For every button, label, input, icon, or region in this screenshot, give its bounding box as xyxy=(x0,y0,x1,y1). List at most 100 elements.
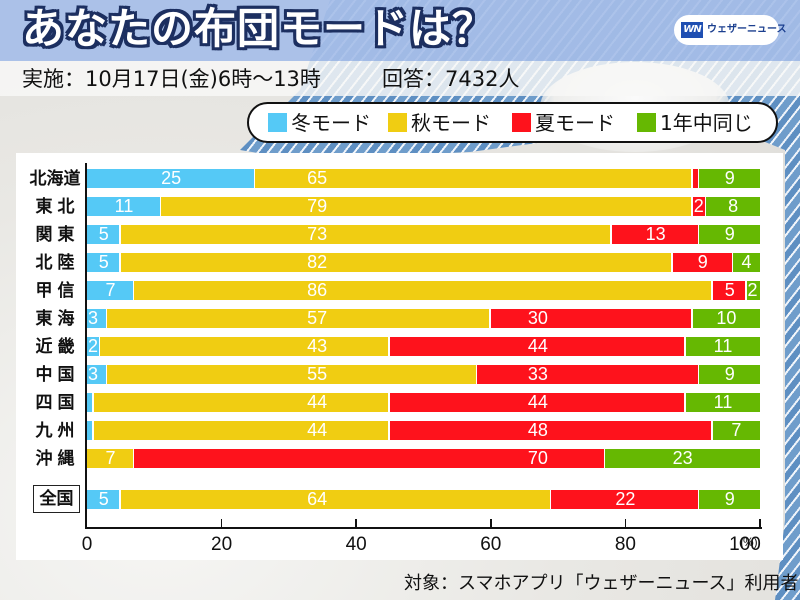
data-label-autumn: 44 xyxy=(307,392,328,412)
row-label: 北海道 xyxy=(29,169,81,189)
bar-segment-summer xyxy=(389,337,685,356)
bar-segment-summer xyxy=(672,253,732,272)
bar-segment-all-year xyxy=(685,337,760,356)
bar-segment-autumn xyxy=(100,337,389,356)
bar-segment-all-year xyxy=(706,197,760,216)
bar-segment-all-year xyxy=(746,281,760,300)
bar-segment-all-year xyxy=(685,393,760,412)
bar-segment-winter xyxy=(87,393,93,412)
bar-segment-all-year xyxy=(699,225,760,244)
data-label-all-year: 9 xyxy=(724,364,735,384)
bar-segment-winter xyxy=(87,337,99,356)
x-tick xyxy=(355,519,357,528)
bar-segment-winter xyxy=(87,421,93,440)
data-label-autumn: 44 xyxy=(307,420,328,440)
bar-segment-all-year xyxy=(699,365,760,384)
bar-segment-winter xyxy=(87,225,120,244)
data-label-autumn: 7 xyxy=(105,448,116,468)
bar-segment-autumn xyxy=(93,393,389,412)
data-label-summer: 33 xyxy=(527,364,548,384)
row-label: 関東 xyxy=(35,225,80,245)
legend-label: 1年中同じ xyxy=(660,111,753,135)
row-label-national: 全国 xyxy=(33,485,80,513)
bar-segment-all-year xyxy=(733,253,760,272)
data-label-all-year: 7 xyxy=(731,420,742,440)
legend-swatch-winter xyxy=(268,113,287,132)
data-label-autumn: 43 xyxy=(307,336,328,356)
bar-segment-all-year xyxy=(699,490,760,509)
row-label: 九州 xyxy=(35,421,80,441)
weathernews-logo-icon: WN xyxy=(681,22,703,38)
bar-segment-summer xyxy=(389,421,712,440)
data-label-winter: 5 xyxy=(98,252,109,272)
data-label-winter: 5 xyxy=(98,489,109,509)
bar-segment-summer xyxy=(389,393,685,412)
bar-segment-winter xyxy=(87,169,254,188)
data-label-autumn: 82 xyxy=(307,252,328,272)
response-count: 回答：7432人 xyxy=(382,67,520,91)
x-axis-unit: (%) xyxy=(739,535,758,549)
bar-segment-all-year xyxy=(712,421,760,440)
data-label-all-year: 11 xyxy=(713,392,733,412)
x-tick-label: 100 xyxy=(729,534,761,555)
data-label-all-year: 10 xyxy=(716,308,737,328)
bar-segment-autumn xyxy=(161,197,692,216)
x-axis-line xyxy=(85,527,762,529)
data-label-summer: 2 xyxy=(693,196,704,216)
bar-segment-autumn xyxy=(120,225,611,244)
bar-segment-winter xyxy=(87,281,133,300)
x-tick xyxy=(220,519,223,528)
row-label: 沖縄 xyxy=(35,449,80,469)
bar-segment-autumn xyxy=(120,490,550,509)
bar-segment-summer xyxy=(611,225,698,244)
data-label-all-year: 9 xyxy=(724,224,735,244)
bar-segment-all-year xyxy=(692,309,760,328)
data-label-all-year: 23 xyxy=(672,448,693,468)
bar-segment-winter xyxy=(87,490,120,509)
data-label-summer: 22 xyxy=(615,489,636,509)
data-label-all-year: 4 xyxy=(741,252,752,272)
bar-segment-autumn xyxy=(107,309,490,328)
data-label-summer: 30 xyxy=(527,308,548,328)
row-label: 甲信 xyxy=(35,281,80,301)
survey-info-band xyxy=(0,61,800,96)
data-label-all-year: 9 xyxy=(724,489,735,509)
legend-label: 秋モード xyxy=(411,111,491,135)
x-tick-label: 80 xyxy=(614,534,636,555)
bar-segment-all-year xyxy=(605,449,760,468)
data-label-summer: 5 xyxy=(724,280,735,300)
data-label-summer: 70 xyxy=(527,448,548,468)
bar-segment-autumn xyxy=(255,169,692,188)
bar-segment-summer xyxy=(692,169,698,188)
bar-segment-autumn xyxy=(134,281,712,300)
x-tick xyxy=(490,519,492,528)
bar-segment-winter xyxy=(87,197,160,216)
bar-segment-summer xyxy=(134,449,604,468)
data-label-autumn: 73 xyxy=(307,224,328,244)
title-band: あなたの布団モードは？ WN ウェザーニュース xyxy=(0,0,800,61)
data-label-all-year: 2 xyxy=(747,280,758,300)
data-label-summer: 48 xyxy=(527,420,548,440)
bar-segment-autumn xyxy=(93,421,389,440)
brand-name: ウェザーニュース xyxy=(707,24,787,35)
bar-segment-winter xyxy=(87,253,120,272)
data-label-autumn: 64 xyxy=(307,489,328,509)
data-label-summer: 44 xyxy=(527,336,548,356)
row-label: 北陸 xyxy=(35,253,80,273)
legend-label: 冬モード xyxy=(291,111,371,135)
x-tick-label: 40 xyxy=(345,534,367,555)
data-label-summer: 44 xyxy=(527,392,548,412)
row-label: 東海 xyxy=(35,309,80,329)
row-label: 近畿 xyxy=(35,337,80,357)
bar-segment-autumn xyxy=(107,365,476,384)
row-label: 東北 xyxy=(35,197,80,217)
bar-segment-winter xyxy=(87,365,106,384)
page-title: あなたの布団モードは？ xyxy=(22,4,496,53)
row-label: 四国 xyxy=(35,393,80,413)
bar-segment-summer xyxy=(477,365,698,384)
data-label-autumn: 57 xyxy=(307,308,328,328)
data-label-winter: 11 xyxy=(114,196,134,216)
bar-segment-autumn xyxy=(120,253,671,272)
bar-segment-all-year xyxy=(699,169,760,188)
